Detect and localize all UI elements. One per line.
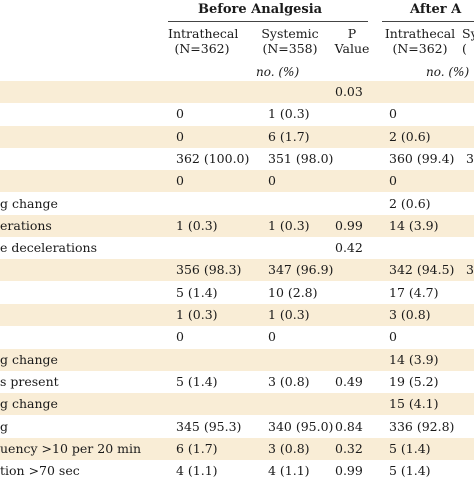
table-row: e decelerations 0.42 xyxy=(0,237,474,259)
table-row: g 345 (95.3) 340 (95.0) 0.84 336 (92.8) xyxy=(0,416,474,438)
cell-intrathecal: 362 (100.0) xyxy=(176,150,250,166)
group-header-before: Before Analgesia xyxy=(198,2,323,17)
cell-systemic: 3 (0.8) xyxy=(268,373,310,389)
table-row: 362 (100.0) 351 (98.0) 360 (99.4) 34 xyxy=(0,148,474,170)
group-header-after: After A xyxy=(410,2,462,17)
cell-intrathecal: 5 (1.4) xyxy=(176,373,218,389)
cell-p-value: 0.32 xyxy=(335,440,363,456)
row-label: e decelerations xyxy=(0,240,98,256)
col-header-systemic: Systemic (N=358) xyxy=(261,26,319,56)
cell-systemic: 340 (95.0) xyxy=(268,418,334,434)
cell-intrathecal: 0 xyxy=(176,173,184,189)
row-label: tion >70 sec xyxy=(0,463,80,479)
cell-systemic: 6 (1.7) xyxy=(268,128,310,144)
cell-systemic-after: 34 xyxy=(466,150,474,166)
row-label: s present xyxy=(0,373,59,389)
table-row: 5 (1.4) 10 (2.8) 17 (4.7) xyxy=(0,282,474,304)
col-header-p-value: P Value xyxy=(334,26,370,56)
cell-intrathecal: 4 (1.1) xyxy=(176,463,218,479)
col-header-intrathecal-after: Intrathecal (N=362) xyxy=(384,26,456,56)
cell-p-value: 0.84 xyxy=(335,418,363,434)
cell-intrathecal-after: 14 (3.9) xyxy=(389,351,439,367)
cell-intrathecal-after: 2 (0.6) xyxy=(389,128,431,144)
table-row: 0 0 0 xyxy=(0,326,474,348)
table-row: 356 (98.3) 347 (96.9) 342 (94.5) 34 xyxy=(0,259,474,282)
cell-systemic: 0 xyxy=(268,173,276,189)
cell-systemic: 1 (0.3) xyxy=(268,106,310,122)
row-label: g xyxy=(0,418,9,434)
row-label: g change xyxy=(0,351,58,367)
cell-intrathecal: 1 (0.3) xyxy=(176,307,218,322)
table-row: 0.03 xyxy=(0,81,474,103)
cell-systemic: 0 xyxy=(268,329,276,345)
units-after: no. (%) xyxy=(426,65,470,79)
cell-systemic: 347 (96.9) xyxy=(268,262,334,278)
cell-intrathecal: 0 xyxy=(176,329,184,345)
cell-intrathecal-after: 0 xyxy=(389,329,397,345)
cell-systemic-after: 34 xyxy=(466,262,474,278)
cell-intrathecal-after: 17 (4.7) xyxy=(389,284,439,300)
table-row: 1 (0.3) 1 (0.3) 3 (0.8) xyxy=(0,304,474,326)
cell-systemic: 10 (2.8) xyxy=(268,284,318,300)
table-row: 0 6 (1.7) 2 (0.6) xyxy=(0,125,474,148)
col-header-systemic-after: Sy( xyxy=(462,26,474,56)
cell-systemic: 351 (98.0) xyxy=(268,150,334,166)
cell-systemic: 3 (0.8) xyxy=(268,440,310,456)
units-before: no. (%) xyxy=(256,65,300,79)
cell-intrathecal-after: 2 (0.6) xyxy=(389,195,431,211)
group-rule-after xyxy=(382,21,474,22)
table-row: g change 14 (3.9) xyxy=(0,348,474,371)
cell-intrathecal: 1 (0.3) xyxy=(176,217,218,233)
cell-p-value: 0.42 xyxy=(335,240,363,256)
cell-systemic: 1 (0.3) xyxy=(268,217,310,233)
cell-intrathecal: 6 (1.7) xyxy=(176,440,218,456)
row-label: uency >10 per 20 min xyxy=(0,440,142,456)
cell-systemic: 4 (1.1) xyxy=(268,463,310,479)
table-row: g change 2 (0.6) xyxy=(0,193,474,215)
row-label: g change xyxy=(0,195,58,211)
cell-p-value: 0.99 xyxy=(335,217,363,233)
cell-intrathecal: 5 (1.4) xyxy=(176,284,218,300)
cell-intrathecal: 345 (95.3) xyxy=(176,418,242,434)
cell-intrathecal: 0 xyxy=(176,106,184,122)
cell-p-value: 0.99 xyxy=(335,463,363,479)
group-rule-before xyxy=(168,21,368,22)
cell-intrathecal-after: 0 xyxy=(389,106,397,122)
cell-p-value: 0.03 xyxy=(335,84,363,99)
cell-intrathecal-after: 360 (99.4) xyxy=(389,150,455,166)
table-row: erations 1 (0.3) 1 (0.3) 0.99 14 (3.9) xyxy=(0,214,474,237)
cell-intrathecal: 356 (98.3) xyxy=(176,262,242,278)
table-row: uency >10 per 20 min 6 (1.7) 3 (0.8) 0.32 5 … xyxy=(0,437,474,460)
cell-intrathecal-after: 342 (94.5) xyxy=(389,262,455,278)
cell-intrathecal-after: 19 (5.2) xyxy=(389,373,439,389)
cell-intrathecal-after: 3 (0.8) xyxy=(389,307,431,322)
table-row: 0 1 (0.3) 0 xyxy=(0,103,474,125)
table-row: g change 15 (4.1) xyxy=(0,393,474,416)
cell-intrathecal-after: 336 (92.8) xyxy=(389,418,455,434)
cell-p-value: 0.49 xyxy=(335,373,363,389)
table-row: s present 5 (1.4) 3 (0.8) 0.49 19 (5.2) xyxy=(0,371,474,393)
cell-intrathecal-after: 5 (1.4) xyxy=(389,463,431,479)
cell-systemic: 1 (0.3) xyxy=(268,307,310,322)
cell-intrathecal-after: 0 xyxy=(389,173,397,189)
table-row: tion >70 sec 4 (1.1) 4 (1.1) 0.99 5 (1.4) xyxy=(0,460,474,482)
col-header-intrathecal: Intrathecal (N=362) xyxy=(168,26,239,56)
row-label: erations xyxy=(0,217,52,233)
cell-intrathecal-after: 5 (1.4) xyxy=(389,440,431,456)
table-row: 0 0 0 xyxy=(0,170,474,193)
cell-intrathecal-after: 14 (3.9) xyxy=(389,217,439,233)
cell-intrathecal: 0 xyxy=(176,128,184,144)
cell-intrathecal-after: 15 (4.1) xyxy=(389,396,439,412)
row-label: g change xyxy=(0,396,58,412)
